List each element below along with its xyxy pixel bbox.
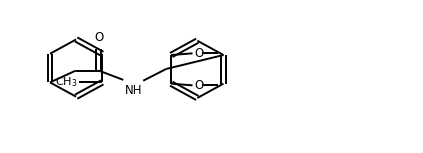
Text: O: O — [94, 32, 104, 45]
Text: NH: NH — [125, 84, 143, 97]
Text: CH$_3$: CH$_3$ — [55, 75, 77, 89]
Text: O: O — [194, 79, 203, 92]
Text: O: O — [194, 47, 203, 60]
